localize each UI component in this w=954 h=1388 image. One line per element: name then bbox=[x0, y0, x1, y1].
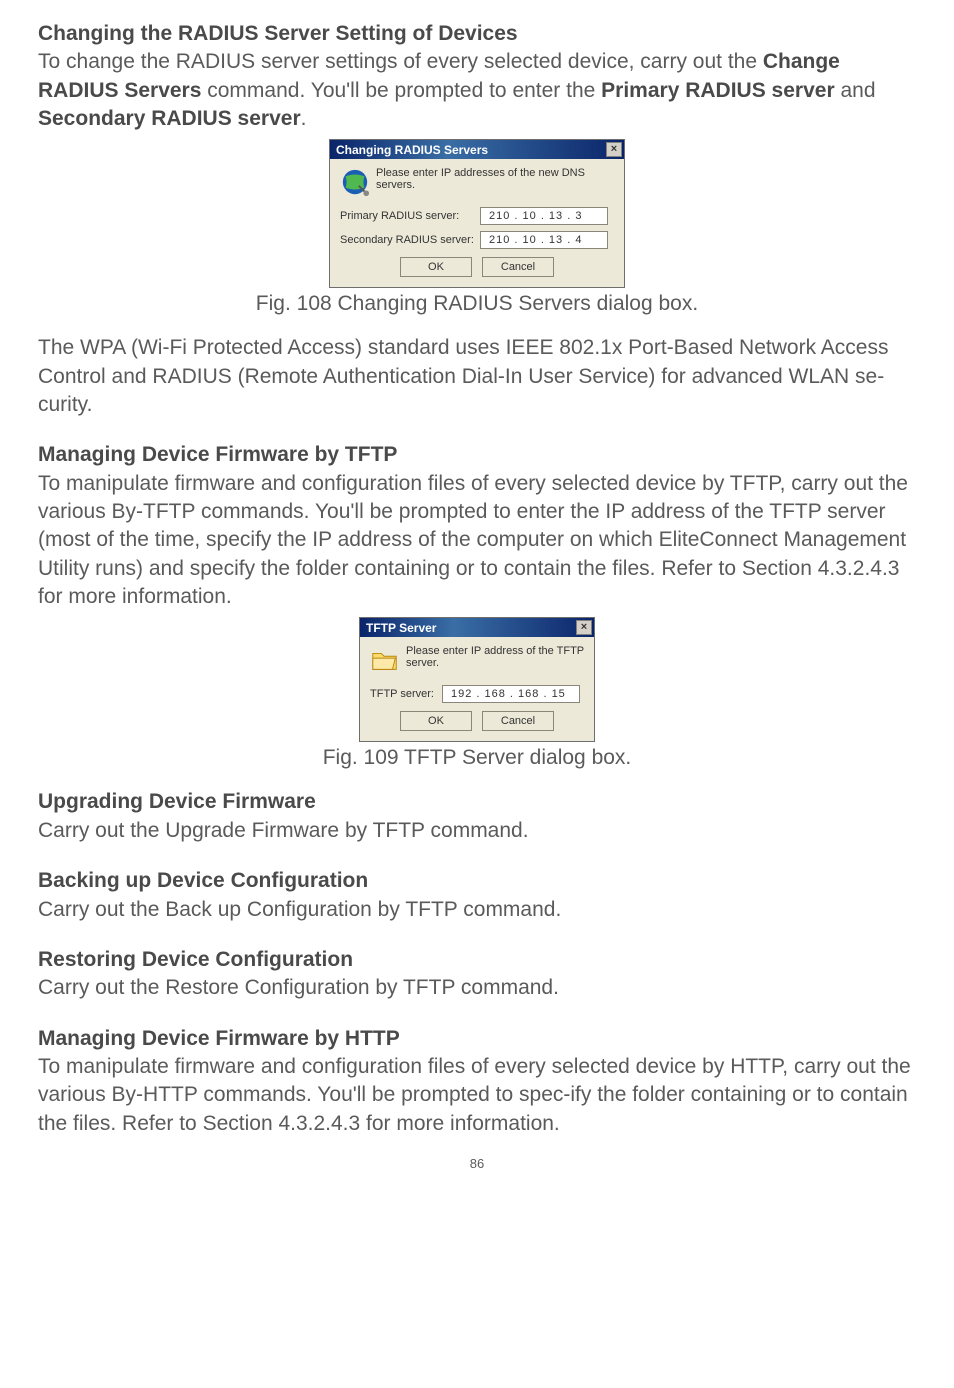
heading-http: Managing Device Firmware by HTTP bbox=[38, 1025, 916, 1053]
dialog-prompt: Please enter IP address of the TFTP serv… bbox=[406, 645, 584, 669]
secondary-ip-input[interactable]: 210 . 10 . 13 . 4 bbox=[480, 231, 608, 249]
prompt-row: Please enter IP addresses of the new DNS… bbox=[340, 167, 614, 197]
dialog-title: Changing RADIUS Servers bbox=[336, 143, 488, 157]
tftp-ip-input[interactable]: 192 . 168 . 168 . 15 bbox=[442, 685, 580, 703]
folder-icon bbox=[370, 645, 400, 675]
para-restore: Carry out the Restore Configuration by T… bbox=[38, 974, 916, 1002]
para-upgrade: Carry out the Upgrade Firmware by TFTP c… bbox=[38, 817, 916, 845]
dialog-button-row: OK Cancel bbox=[370, 711, 584, 731]
dialog-titlebar: Changing RADIUS Servers × bbox=[330, 140, 624, 159]
dialog-button-row: OK Cancel bbox=[340, 257, 614, 277]
primary-server: Primary RADIUS server bbox=[601, 79, 834, 102]
dialog-title: TFTP Server bbox=[366, 621, 436, 635]
secondary-server: Secondary RADIUS server bbox=[38, 107, 301, 130]
heading-radius: Changing the RADIUS Server Setting of De… bbox=[38, 20, 916, 48]
para-backup: Carry out the Back up Configuration by T… bbox=[38, 896, 916, 924]
primary-field-row: Primary RADIUS server: 210 . 10 . 13 . 3 bbox=[340, 207, 614, 225]
text: command. You'll be prompted to enter the bbox=[201, 79, 601, 102]
para-http: To manipulate firmware and configuration… bbox=[38, 1053, 916, 1138]
fig-caption-109: Fig. 109 TFTP Server dialog box. bbox=[38, 746, 916, 770]
cancel-button[interactable]: Cancel bbox=[482, 257, 554, 277]
dialog-titlebar: TFTP Server × bbox=[360, 618, 594, 637]
primary-label: Primary RADIUS server: bbox=[340, 210, 480, 222]
prompt-row: Please enter IP address of the TFTP serv… bbox=[370, 645, 584, 675]
dialog-body: Please enter IP address of the TFTP serv… bbox=[360, 637, 594, 741]
fig-caption-108: Fig. 108 Changing RADIUS Servers dialog … bbox=[38, 292, 916, 316]
heading-backup: Backing up Device Configuration bbox=[38, 867, 916, 895]
primary-ip-input[interactable]: 210 . 10 . 13 . 3 bbox=[480, 207, 608, 225]
cancel-button[interactable]: Cancel bbox=[482, 711, 554, 731]
heading-upgrade: Upgrading Device Firmware bbox=[38, 788, 916, 816]
heading-tftp: Managing Device Firmware by TFTP bbox=[38, 441, 916, 469]
dialog-radius: Changing RADIUS Servers × Please enter I… bbox=[329, 139, 625, 288]
text: and bbox=[835, 79, 876, 102]
para-wpa: The WPA (Wi-Fi Protected Access) standar… bbox=[38, 334, 916, 419]
secondary-field-row: Secondary RADIUS server: 210 . 10 . 13 .… bbox=[340, 231, 614, 249]
close-button[interactable]: × bbox=[606, 142, 622, 157]
para-radius: To change the RADIUS server settings of … bbox=[38, 48, 916, 133]
dialog-radius-wrap: Changing RADIUS Servers × Please enter I… bbox=[38, 139, 916, 288]
secondary-label: Secondary RADIUS server: bbox=[340, 234, 480, 246]
ok-button[interactable]: OK bbox=[400, 257, 472, 277]
dialog-body: Please enter IP addresses of the new DNS… bbox=[330, 159, 624, 287]
para-tftp: To manipulate firmware and configuration… bbox=[38, 470, 916, 612]
dialog-tftp: TFTP Server × Please enter IP address of… bbox=[359, 617, 595, 742]
network-globe-icon bbox=[340, 167, 370, 197]
ok-button[interactable]: OK bbox=[400, 711, 472, 731]
dialog-tftp-wrap: TFTP Server × Please enter IP address of… bbox=[38, 617, 916, 742]
tftp-field-row: TFTP server: 192 . 168 . 168 . 15 bbox=[370, 685, 584, 703]
text: . bbox=[301, 107, 307, 130]
heading-restore: Restoring Device Configuration bbox=[38, 946, 916, 974]
close-button[interactable]: × bbox=[576, 620, 592, 635]
dialog-prompt: Please enter IP addresses of the new DNS… bbox=[376, 167, 614, 191]
tftp-label: TFTP server: bbox=[370, 688, 442, 700]
page-number: 86 bbox=[38, 1156, 916, 1171]
text: To change the RADIUS server settings of … bbox=[38, 50, 763, 73]
